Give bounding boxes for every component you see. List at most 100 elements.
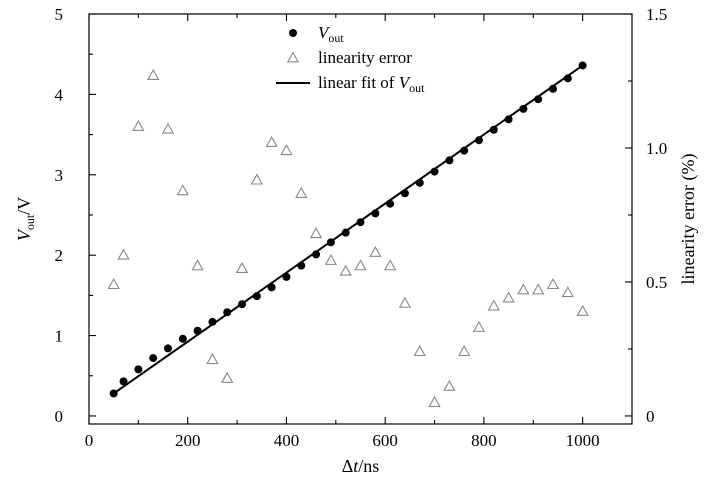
linearity-error-point xyxy=(339,264,352,276)
linearity-error-point xyxy=(206,353,219,365)
vout-point xyxy=(149,354,158,363)
linearity-error-point xyxy=(487,299,500,311)
left-y-axis-title-unit: /V xyxy=(14,197,34,215)
left-y-tick-label: 2 xyxy=(55,246,64,265)
linearity-error-point xyxy=(383,259,397,271)
vout-point xyxy=(386,199,395,208)
vout-point xyxy=(430,167,439,176)
linearity-error-point xyxy=(191,259,204,271)
linearity-error-point xyxy=(517,283,530,295)
linearity-error-point xyxy=(354,259,367,271)
vout-point xyxy=(109,389,118,398)
linearity-error-point xyxy=(324,253,338,265)
linearity-error-point xyxy=(561,286,574,298)
legend-label: Vout xyxy=(318,23,344,45)
left-y-tick-label: 1 xyxy=(55,327,64,346)
legend-label: linearity error xyxy=(318,48,412,67)
left-y-axis-title-variable: V xyxy=(14,228,34,241)
axis-titles: Δt/ns Vout/V linearity error (%) xyxy=(14,154,699,476)
linearity-error-point xyxy=(309,227,323,239)
plot-border xyxy=(88,13,633,425)
linearity-error-point xyxy=(428,395,441,407)
linearity-error-point xyxy=(295,186,308,198)
linearity-error-point xyxy=(546,278,560,290)
vout-point xyxy=(371,209,380,218)
x-tick-label: 200 xyxy=(175,431,201,450)
linearity-error-point xyxy=(576,304,589,316)
vout-point xyxy=(178,334,187,343)
vout-point xyxy=(549,84,558,93)
linearity-error-point xyxy=(532,283,545,295)
x-axis-title-variable: t xyxy=(353,456,359,476)
vout-point xyxy=(341,228,350,237)
linearity-error-point xyxy=(413,345,426,357)
linearity-error-point xyxy=(235,261,249,273)
legend: Vout linearity error linear fit of Vout xyxy=(276,23,425,95)
vout-point xyxy=(356,218,365,227)
plot-frame xyxy=(88,13,633,425)
legend-label: linear fit of Vout xyxy=(318,73,425,95)
right-y-tick-label: 0.5 xyxy=(646,273,667,292)
legend-label-subscript: out xyxy=(328,31,344,45)
right-y-axis-title: linearity error (%) xyxy=(678,154,699,285)
vout-point xyxy=(326,238,335,247)
left-y-tick-label: 5 xyxy=(55,5,64,24)
x-axis-title-prefix: Δ xyxy=(342,456,354,476)
vout-point xyxy=(252,292,261,301)
linearity-error-point xyxy=(221,371,234,383)
legend-label-variable: V xyxy=(318,23,331,42)
left-y-tick-label: 0 xyxy=(55,407,64,426)
linearity-error-point xyxy=(132,119,145,131)
left-y-tick-label: 4 xyxy=(55,85,64,104)
vout-point xyxy=(578,61,587,70)
right-y-tick-label: 1.5 xyxy=(646,5,667,24)
vout-point xyxy=(534,95,543,104)
linearity-error-point xyxy=(107,278,120,290)
vout-point xyxy=(489,125,498,134)
vout-point xyxy=(238,300,247,309)
x-axis-title-unit: /ns xyxy=(358,456,379,476)
linearity-error-point xyxy=(250,173,263,185)
vout-point xyxy=(223,308,232,317)
linearity-error-point xyxy=(472,320,486,332)
x-tick-label: 0 xyxy=(85,431,94,450)
linearity-error-point xyxy=(147,69,160,81)
x-tick-label: 400 xyxy=(274,431,300,450)
vout-point xyxy=(312,250,321,259)
vout-point xyxy=(297,261,306,270)
series-layer xyxy=(107,61,589,407)
linearity-error-point xyxy=(443,379,456,391)
linearity-error-point xyxy=(502,291,515,303)
legend-label-text: linear fit of xyxy=(318,73,399,92)
linearity-error-point xyxy=(398,296,412,308)
vout-point xyxy=(460,146,469,155)
linearity-error-point xyxy=(265,135,278,148)
left-y-axis-title-subscript: out xyxy=(23,214,37,230)
vout-point xyxy=(282,272,291,281)
x-axis-title: Δt/ns xyxy=(342,456,380,476)
legend-marker-vout xyxy=(289,29,297,37)
vout-point xyxy=(563,74,572,83)
linearity-error-point xyxy=(458,345,471,357)
vout-point xyxy=(504,115,513,124)
vout-point xyxy=(119,377,128,386)
left-y-tick-label: 3 xyxy=(55,166,64,185)
x-tick-label: 800 xyxy=(471,431,497,450)
x-tick-label: 600 xyxy=(372,431,398,450)
linearity-error-point xyxy=(280,144,293,156)
vout-point xyxy=(415,178,424,187)
left-y-axis-ticks: 0 1 2 3 4 5 xyxy=(55,5,96,426)
legend-label-text: linearity error xyxy=(318,48,412,67)
linear-fit-line xyxy=(113,64,584,395)
linearity-error-point xyxy=(117,248,130,260)
legend-label-subscript: out xyxy=(409,81,425,95)
linearity-error-point xyxy=(176,184,189,196)
legend-marker-linearity-error xyxy=(286,51,300,63)
vout-point xyxy=(193,326,202,335)
vout-point xyxy=(400,189,409,198)
vout-point xyxy=(163,344,172,353)
vout-point xyxy=(267,283,276,292)
right-y-tick-label: 0 xyxy=(646,407,655,426)
vout-point xyxy=(208,317,217,326)
